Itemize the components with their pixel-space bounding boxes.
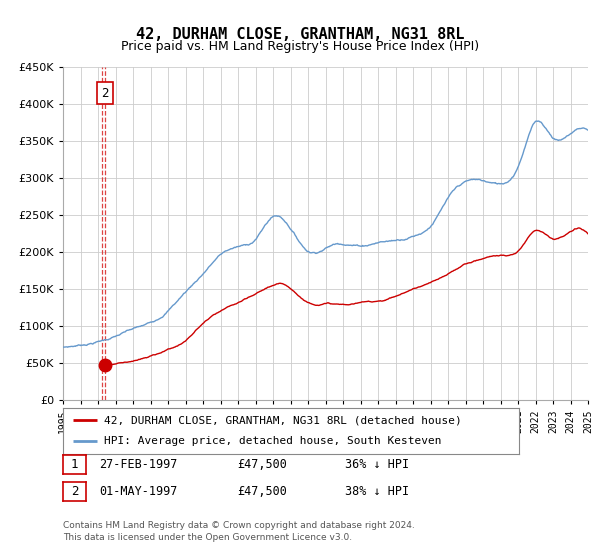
Text: £47,500: £47,500 [237, 458, 287, 472]
Text: 1: 1 [71, 458, 78, 472]
Text: HPI: Average price, detached house, South Kesteven: HPI: Average price, detached house, Sout… [104, 436, 442, 446]
Text: 42, DURHAM CLOSE, GRANTHAM, NG31 8RL: 42, DURHAM CLOSE, GRANTHAM, NG31 8RL [136, 27, 464, 42]
Text: 2: 2 [71, 484, 78, 498]
Text: 42, DURHAM CLOSE, GRANTHAM, NG31 8RL (detached house): 42, DURHAM CLOSE, GRANTHAM, NG31 8RL (de… [104, 415, 462, 425]
Text: 36% ↓ HPI: 36% ↓ HPI [345, 458, 409, 472]
Text: Price paid vs. HM Land Registry's House Price Index (HPI): Price paid vs. HM Land Registry's House … [121, 40, 479, 53]
Text: This data is licensed under the Open Government Licence v3.0.: This data is licensed under the Open Gov… [63, 533, 352, 542]
Text: Contains HM Land Registry data © Crown copyright and database right 2024.: Contains HM Land Registry data © Crown c… [63, 521, 415, 530]
Text: 38% ↓ HPI: 38% ↓ HPI [345, 484, 409, 498]
Text: 2: 2 [101, 87, 109, 100]
Text: £47,500: £47,500 [237, 484, 287, 498]
Text: 01-MAY-1997: 01-MAY-1997 [99, 484, 178, 498]
Text: 27-FEB-1997: 27-FEB-1997 [99, 458, 178, 472]
